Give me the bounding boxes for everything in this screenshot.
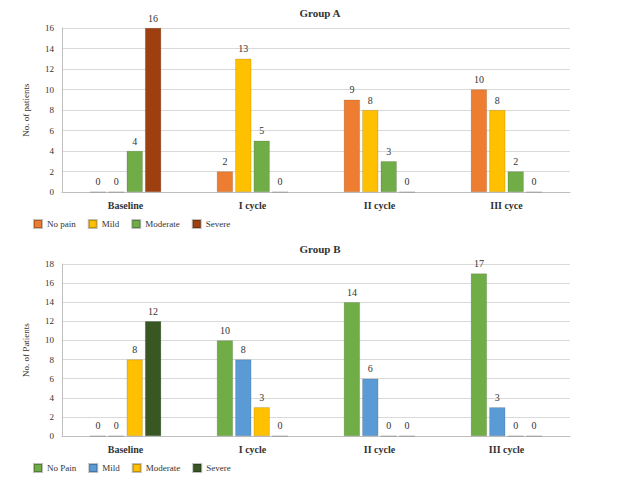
svg-text:4: 4 [50, 393, 55, 403]
svg-text:Severe: Severe [206, 219, 231, 229]
svg-text:0: 0 [50, 431, 55, 441]
svg-text:No Pain: No Pain [47, 463, 77, 473]
svg-text:No. of Patients: No. of Patients [21, 323, 31, 377]
svg-text:14: 14 [45, 44, 55, 54]
svg-text:0: 0 [386, 420, 391, 431]
svg-text:10: 10 [45, 335, 55, 345]
svg-text:8: 8 [50, 355, 55, 365]
svg-text:9: 9 [349, 84, 354, 95]
svg-text:0: 0 [405, 176, 410, 187]
svg-text:II cycle: II cycle [364, 444, 396, 455]
svg-text:0: 0 [114, 420, 119, 431]
svg-text:6: 6 [368, 363, 373, 374]
svg-text:5: 5 [259, 125, 264, 136]
svg-text:No pain: No pain [47, 219, 76, 229]
svg-text:2: 2 [222, 156, 227, 167]
svg-text:10: 10 [474, 74, 484, 85]
svg-text:14: 14 [45, 297, 55, 307]
svg-text:3: 3 [386, 146, 391, 157]
svg-text:Moderate: Moderate [145, 219, 179, 229]
svg-text:Severe: Severe [206, 463, 231, 473]
svg-text:8: 8 [50, 105, 55, 115]
svg-text:0: 0 [95, 176, 100, 187]
svg-text:Baseline: Baseline [108, 444, 144, 455]
svg-text:8: 8 [495, 95, 500, 106]
svg-text:16: 16 [148, 13, 158, 24]
svg-text:12: 12 [45, 64, 54, 74]
svg-text:Mild: Mild [102, 463, 120, 473]
svg-text:Moderate: Moderate [146, 463, 180, 473]
svg-text:III cycle: III cycle [489, 444, 525, 455]
svg-text:8: 8 [132, 344, 137, 355]
svg-text:4: 4 [132, 136, 137, 147]
svg-text:13: 13 [238, 43, 248, 54]
svg-text:0: 0 [513, 420, 518, 431]
svg-text:4: 4 [50, 146, 55, 156]
svg-text:0: 0 [278, 420, 283, 431]
svg-text:17: 17 [474, 258, 484, 269]
svg-text:Group A: Group A [299, 7, 340, 19]
svg-text:6: 6 [50, 374, 55, 384]
svg-text:No. of patients: No. of patients [21, 83, 31, 137]
svg-text:III cyce: III cyce [490, 200, 523, 211]
svg-text:0: 0 [405, 420, 410, 431]
svg-text:0: 0 [50, 187, 55, 197]
svg-text:8: 8 [241, 344, 246, 355]
svg-text:2: 2 [513, 156, 518, 167]
svg-text:14: 14 [347, 287, 357, 298]
svg-text:10: 10 [220, 325, 230, 336]
svg-text:Baseline: Baseline [108, 200, 144, 211]
svg-text:12: 12 [148, 306, 158, 317]
svg-text:8: 8 [368, 95, 373, 106]
svg-text:3: 3 [259, 392, 264, 403]
svg-text:2: 2 [50, 412, 55, 422]
svg-text:0: 0 [95, 420, 100, 431]
svg-text:0: 0 [278, 176, 283, 187]
svg-text:Group B: Group B [299, 243, 341, 255]
svg-text:18: 18 [45, 259, 55, 269]
svg-text:16: 16 [45, 278, 55, 288]
svg-text:6: 6 [50, 126, 55, 136]
svg-text:16: 16 [45, 23, 55, 33]
svg-text:3: 3 [495, 392, 500, 403]
svg-text:Mild: Mild [102, 219, 120, 229]
svg-text:I cycle: I cycle [239, 200, 267, 211]
svg-text:0: 0 [532, 176, 537, 187]
svg-text:I cycle: I cycle [239, 444, 267, 455]
svg-text:2: 2 [50, 167, 55, 177]
svg-text:10: 10 [45, 85, 55, 95]
svg-text:0: 0 [532, 420, 537, 431]
svg-text:12: 12 [45, 316, 54, 326]
svg-text:0: 0 [114, 176, 119, 187]
svg-text:II cycle: II cycle [364, 200, 396, 211]
